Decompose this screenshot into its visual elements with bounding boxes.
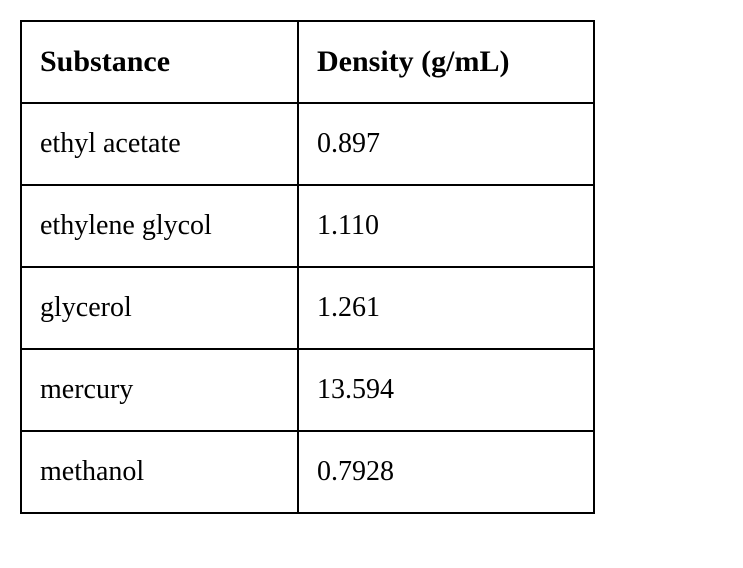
cell-substance: ethyl acetate [21, 103, 298, 185]
cell-substance: ethylene glycol [21, 185, 298, 267]
cell-substance: methanol [21, 431, 298, 513]
column-header-density: Density (g/mL) [298, 21, 594, 103]
cell-density: 1.110 [298, 185, 594, 267]
cell-substance: mercury [21, 349, 298, 431]
table-row: glycerol 1.261 [21, 267, 594, 349]
cell-substance: glycerol [21, 267, 298, 349]
density-table: Substance Density (g/mL) ethyl acetate 0… [20, 20, 595, 514]
cell-density: 0.7928 [298, 431, 594, 513]
cell-density: 0.897 [298, 103, 594, 185]
table-row: methanol 0.7928 [21, 431, 594, 513]
table-header-row: Substance Density (g/mL) [21, 21, 594, 103]
table-row: ethylene glycol 1.110 [21, 185, 594, 267]
cell-density: 13.594 [298, 349, 594, 431]
column-header-substance: Substance [21, 21, 298, 103]
cell-density: 1.261 [298, 267, 594, 349]
table-row: ethyl acetate 0.897 [21, 103, 594, 185]
table-row: mercury 13.594 [21, 349, 594, 431]
